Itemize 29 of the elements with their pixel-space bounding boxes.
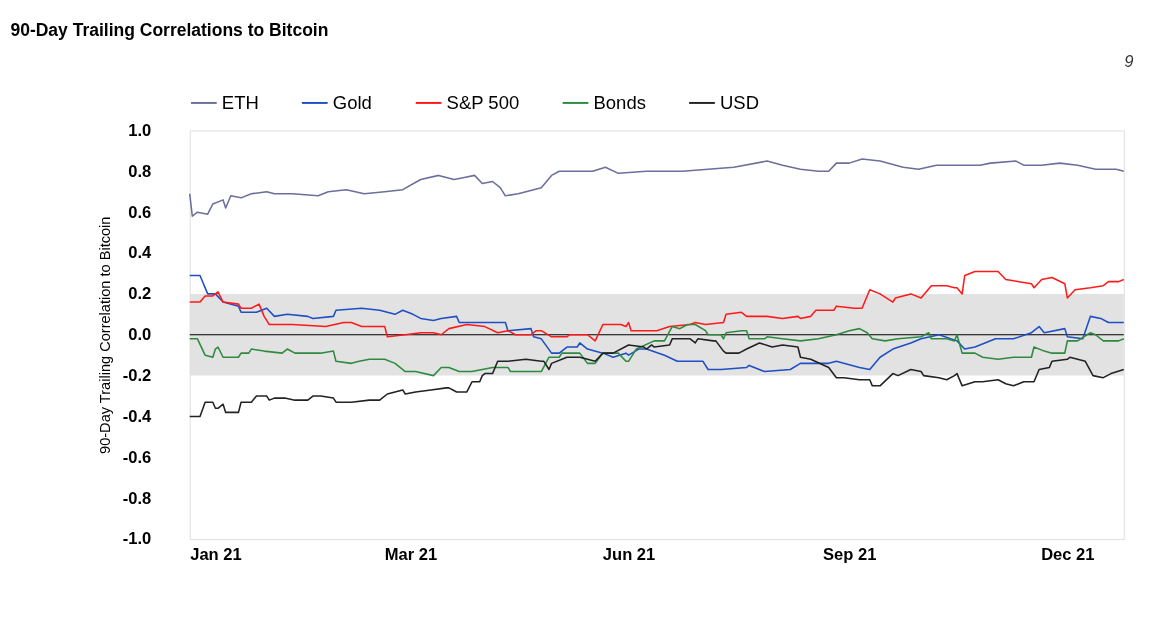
y-tick-label: -0.6 bbox=[122, 447, 152, 467]
y-tick-label: -0.8 bbox=[122, 488, 152, 508]
line-series bbox=[188, 270, 1125, 342]
line-series bbox=[188, 323, 1125, 377]
legend-label: USD bbox=[720, 91, 760, 113]
y-tick-label: 0.4 bbox=[128, 243, 153, 263]
legend-label: ETH bbox=[221, 91, 259, 113]
legend-label: S&P 500 bbox=[446, 91, 520, 113]
x-tick-label: Jun 21 bbox=[602, 545, 656, 565]
line-series bbox=[188, 158, 1125, 218]
y-tick-label: -0.4 bbox=[122, 406, 153, 426]
y-tick-label: 0.6 bbox=[128, 202, 152, 222]
legend-label: Gold bbox=[332, 91, 372, 113]
line-series bbox=[188, 274, 1125, 373]
y-tick-label: 0.8 bbox=[128, 161, 152, 181]
y-tick-label: 0.0 bbox=[128, 325, 152, 345]
y-tick-label: -0.2 bbox=[122, 365, 152, 385]
line-series bbox=[188, 338, 1125, 418]
legend-label: Bonds bbox=[593, 91, 646, 113]
y-tick-label: -1.0 bbox=[122, 529, 152, 549]
x-tick-label: Sep 21 bbox=[823, 545, 877, 565]
y-axis-title: 90-Day Trailing Correlation to Bitcoin bbox=[97, 216, 114, 454]
y-tick-label: 1.0 bbox=[128, 120, 152, 140]
x-tick-label: Jan 21 bbox=[190, 545, 242, 565]
x-tick-label: Dec 21 bbox=[1041, 545, 1095, 565]
chart-title: 90-Day Trailing Correlations to Bitcoin bbox=[10, 20, 329, 41]
y-tick-label: 0.2 bbox=[128, 284, 152, 304]
text: 9 bbox=[1124, 52, 1134, 72]
x-tick-label: Mar 21 bbox=[384, 545, 438, 565]
